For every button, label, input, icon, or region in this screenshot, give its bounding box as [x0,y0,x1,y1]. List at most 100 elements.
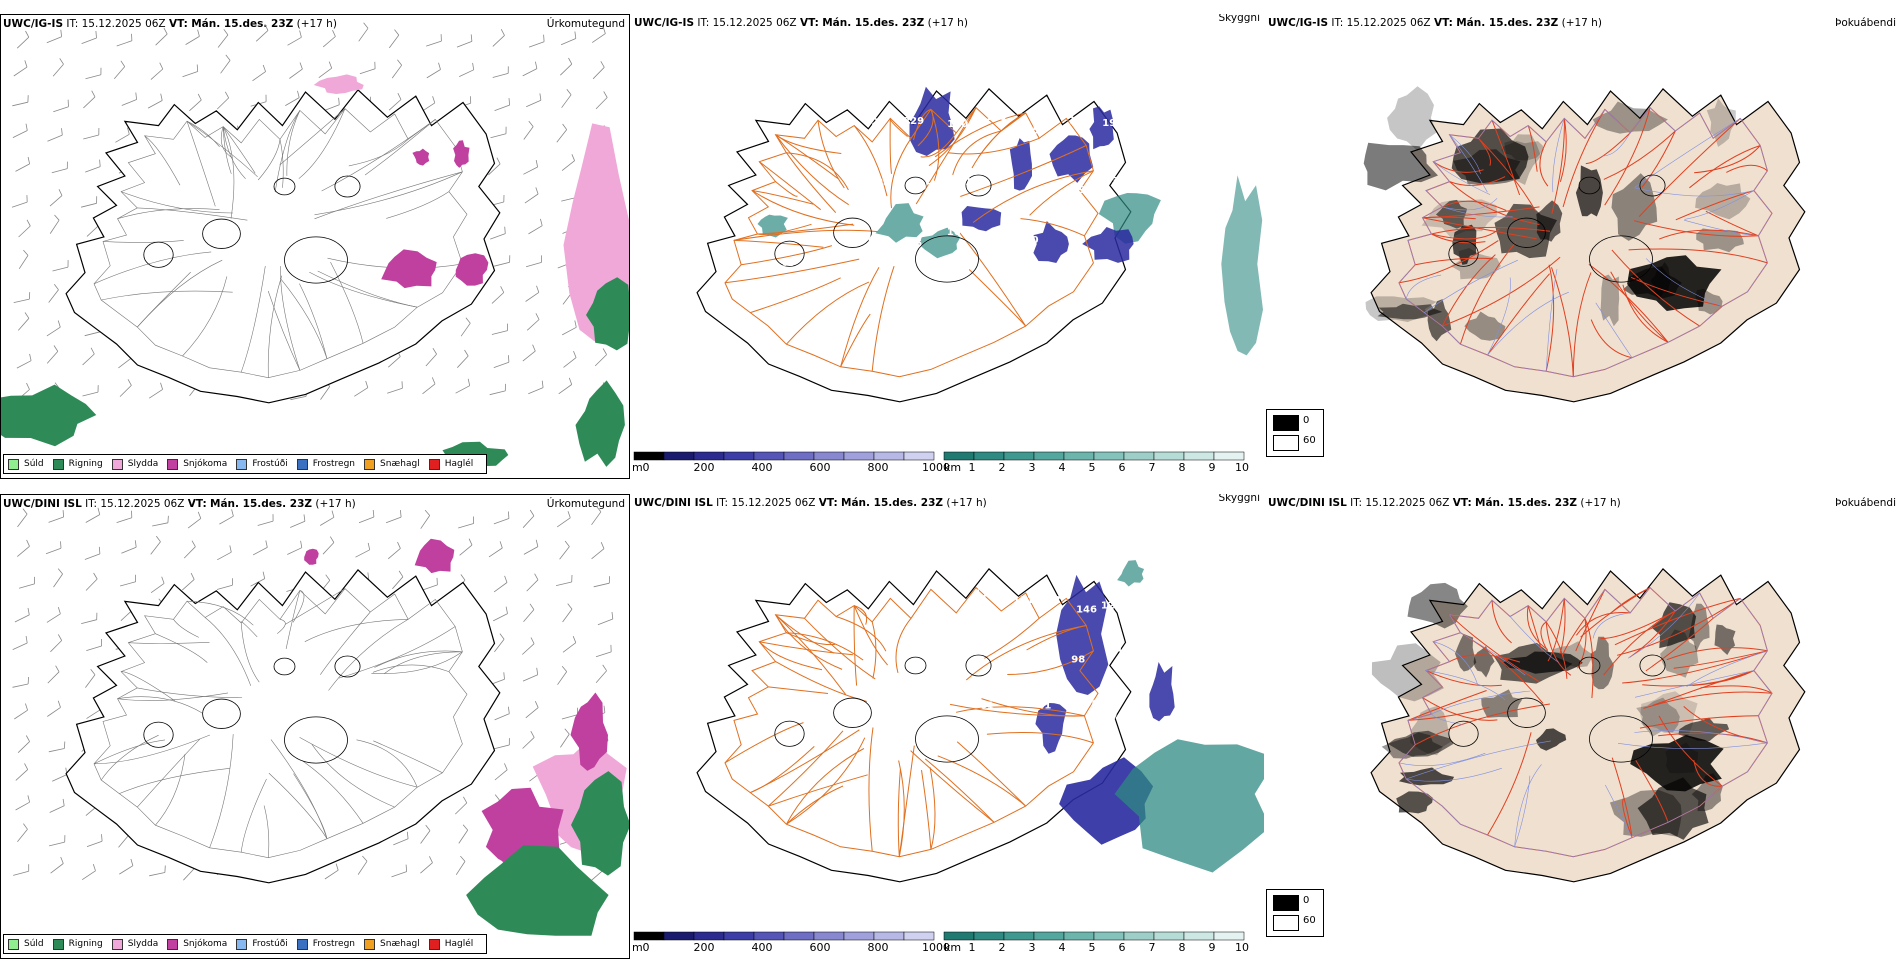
rain-area [1,385,96,447]
legend-swatch [236,459,247,470]
visibility-tick-label: 10 [1235,461,1249,474]
ceiling-value-label: 140 [985,112,1006,123]
ceiling-value-label: 196 [1078,698,1099,709]
visibility-tick-label: 4 [1059,941,1066,954]
visibility-tick-label: 8 [1179,461,1186,474]
ceiling-value-label: 127 [1101,600,1122,611]
ceiling-value-label: 191 [951,177,972,188]
legend-swatch [236,939,247,950]
ceiling-colorbar [634,932,934,940]
legend-item-frostregn: Frostregn [297,939,355,950]
ceiling-tick-label: 0 [643,941,650,954]
fog-high-label: 0 [1303,415,1309,426]
visibility-value-label: 10 [742,253,754,263]
ceiling-tick-label: 400 [752,461,773,474]
legend-label: Frostregn [313,939,355,949]
ceiling-value-label: 61 [980,700,994,711]
ceiling-value-label: 199 [1102,118,1123,129]
ceiling-unit: m [632,461,643,474]
legend-item-slydda: Slydda [112,939,158,950]
ceiling-value-label: 29 [978,753,992,764]
ceiling-tick-label: 600 [810,461,831,474]
ceiling-value-label: 98 [1071,654,1085,665]
fog-low-swatch [1273,915,1299,931]
visibility-tick-label: 9 [1209,461,1216,474]
ceiling-value-label: 133 [986,167,1007,178]
legend-item-rigning: Rigning [53,939,103,950]
iceland-land [1371,89,1805,402]
rain-area [576,380,625,467]
visibility-tick-label: 3 [1029,941,1036,954]
legend-label: Haglél [445,459,474,469]
legend-label: Frostregn [313,459,355,469]
ceiling-tick-label: 200 [694,941,715,954]
visibility-unit: km [944,461,961,474]
legend-item-súld: Súld [8,939,44,950]
ceiling-value-label: 159 [973,646,994,657]
ceiling-value-label: 154 [1026,126,1047,137]
ceiling-value-label: 153 [1069,115,1090,126]
legend-label: Rigning [69,939,103,949]
legend-label: Frostúði [252,939,287,949]
ceiling-value-label: 10 [947,227,961,238]
legend-label: Slydda [128,939,158,949]
precip-type-panel: UWC/IG-IS IT: 15.12.2025 06Z VT: Mán. 15… [0,14,630,479]
fog-index-map [1266,14,1900,479]
legend-item-snæhagl: Snæhagl [364,939,420,950]
iceland-coastline [66,570,500,883]
legend-item-frostúði: Frostúði [236,939,287,950]
ceiling-value-label: 39 [1112,176,1126,187]
visibility-tick-label: 2 [999,941,1006,954]
fog-high-label: 0 [1303,895,1309,906]
visibility-value-label: 61 [782,259,793,269]
legend-swatch [8,939,19,950]
visibility-tick-label: 8 [1179,941,1186,954]
legend-swatch [429,459,440,470]
legend-label: Snjókoma [183,459,227,469]
ceiling-value-label: 328 [864,117,885,128]
ceiling-value-label: 80 [1025,235,1039,246]
legend-label: Slydda [128,459,158,469]
snow-area [304,549,319,565]
legend-item-frostúði: Frostúði [236,459,287,470]
legend-item-súld: Súld [8,459,44,470]
low-visibility-area [1221,175,1263,355]
legend-swatch [297,939,308,950]
visibility-tick-label: 5 [1089,941,1096,954]
low-visibility-area [1117,560,1144,586]
ceiling-tick-label: 400 [752,941,773,954]
ceiling-value-label: 66 [1031,176,1045,187]
legend-swatch [53,459,64,470]
legend-label: Súld [24,939,44,949]
fog-patch [1387,86,1437,151]
legend-item-snjókoma: Snjókoma [167,459,227,470]
ceiling-value-label: 46 [868,234,882,245]
visibility-tick-label: 5 [1089,461,1096,474]
legend-item-haglél: Haglél [429,459,474,470]
ceiling-value-label: 84 [1039,658,1053,669]
legend-swatch [53,939,64,950]
legend-label: Súld [24,459,44,469]
ceiling-value-label: 89 [1072,185,1086,196]
fog-high-swatch [1273,415,1299,431]
legend-item-rigning: Rigning [53,459,103,470]
legend-label: Haglél [445,939,474,949]
ceiling-value-label: 49 [1007,698,1021,709]
ceiling-unit: m [632,941,643,954]
legend-label: Snjókoma [183,939,227,949]
legend-item-haglél: Haglél [429,939,474,950]
ceiling-value-label: 91 [1109,644,1123,655]
visibility-tick-label: 2 [999,461,1006,474]
legend-item-snæhagl: Snæhagl [364,459,420,470]
legend-swatch [364,939,375,950]
fog-low-swatch [1273,435,1299,451]
legend-item-frostregn: Frostregn [297,459,355,470]
low-ceiling-area [1149,662,1174,721]
visibility-tick-label: 4 [1059,461,1066,474]
ceiling-value-label: 107 [913,182,934,193]
ceiling-tick-label: 200 [694,461,715,474]
ceiling-value-label: 15 [908,239,922,250]
ceiling-value-label: 196 [1010,651,1031,662]
legend-label: Frostúði [252,459,287,469]
